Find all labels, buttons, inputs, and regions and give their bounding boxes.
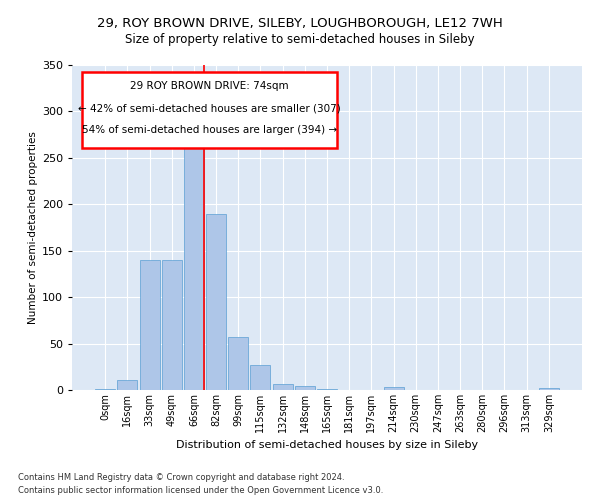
Bar xyxy=(228,337,248,390)
X-axis label: Distribution of semi-detached houses by size in Sileby: Distribution of semi-detached houses by … xyxy=(176,440,478,450)
Text: 29, ROY BROWN DRIVE, SILEBY, LOUGHBOROUGH, LE12 7WH: 29, ROY BROWN DRIVE, SILEBY, LOUGHBOROUG… xyxy=(97,18,503,30)
Bar xyxy=(272,384,293,390)
Bar xyxy=(383,387,404,390)
Text: Contains HM Land Registry data © Crown copyright and database right 2024.: Contains HM Land Registry data © Crown c… xyxy=(18,474,344,482)
Text: Size of property relative to semi-detached houses in Sileby: Size of property relative to semi-detach… xyxy=(125,32,475,46)
Bar xyxy=(162,260,182,390)
Bar xyxy=(184,126,204,390)
Bar xyxy=(118,380,137,390)
Bar xyxy=(539,388,559,390)
Bar xyxy=(140,260,160,390)
Bar xyxy=(250,365,271,390)
Text: Contains public sector information licensed under the Open Government Licence v3: Contains public sector information licen… xyxy=(18,486,383,495)
Bar xyxy=(206,214,226,390)
Bar xyxy=(295,386,315,390)
FancyBboxPatch shape xyxy=(82,72,337,148)
Bar xyxy=(95,389,115,390)
Text: ← 42% of semi-detached houses are smaller (307): ← 42% of semi-detached houses are smalle… xyxy=(79,103,341,113)
Bar xyxy=(317,389,337,390)
Text: 29 ROY BROWN DRIVE: 74sqm: 29 ROY BROWN DRIVE: 74sqm xyxy=(130,81,289,91)
Y-axis label: Number of semi-detached properties: Number of semi-detached properties xyxy=(28,131,38,324)
Text: 54% of semi-detached houses are larger (394) →: 54% of semi-detached houses are larger (… xyxy=(82,125,337,135)
